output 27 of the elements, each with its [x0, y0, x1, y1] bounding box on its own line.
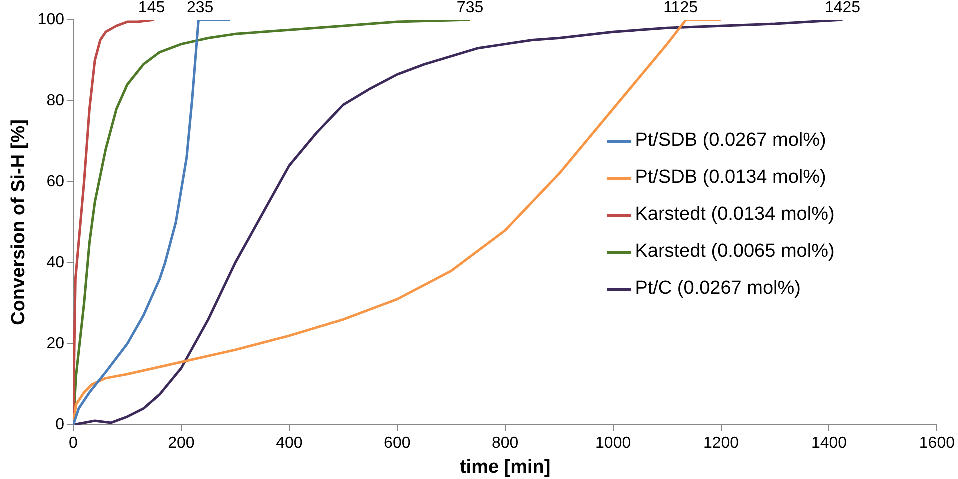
legend-label: Pt/SDB (0.0134 mol%) — [635, 167, 826, 189]
x-tick-label: 1200 — [703, 435, 740, 452]
y-tick-label: 20 — [46, 335, 65, 352]
y-axis-title: Conversion of Si-H [%] — [8, 120, 30, 326]
legend-label: Karstedt (0.0065 mol%) — [635, 241, 835, 263]
legend-label: Karstedt (0.0134 mol%) — [635, 204, 835, 226]
y-tick-label: 0 — [56, 416, 65, 434]
x-tick-label: 600 — [384, 435, 411, 452]
annotation: 235 — [187, 0, 214, 16]
y-tick-label: 60 — [46, 173, 65, 190]
y-tick-label: 80 — [46, 92, 65, 110]
legend-label: Pt/C (0.0267 mol%) — [635, 278, 801, 300]
annotation: 735 — [456, 0, 484, 16]
x-axis-title: time [min] — [460, 456, 551, 478]
y-tick-label: 100 — [38, 11, 65, 28]
x-tick-label: 800 — [492, 435, 519, 452]
x-tick-label: 1000 — [596, 435, 632, 452]
x-tick-label: 1400 — [811, 435, 848, 452]
x-tick-label: 0 — [69, 435, 78, 452]
y-tick-label: 40 — [46, 254, 65, 272]
x-tick-label: 1600 — [919, 435, 956, 452]
legend-label: Pt/SDB (0.0267 mol%) — [635, 130, 826, 152]
x-tick-label: 200 — [168, 435, 195, 452]
x-tick-label: 400 — [276, 435, 303, 452]
annotation: 1425 — [824, 0, 861, 16]
annotation: 1125 — [664, 0, 698, 16]
annotation: 145 — [138, 0, 166, 16]
